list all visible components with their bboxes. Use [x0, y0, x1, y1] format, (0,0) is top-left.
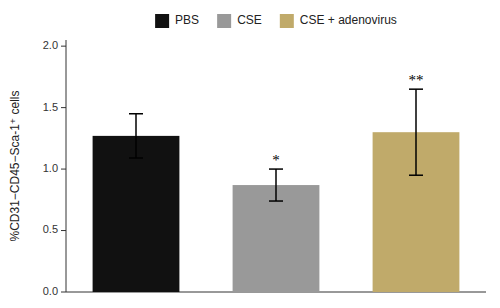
annotation: ** [409, 72, 424, 88]
y-tick-label: 0.0 [43, 285, 58, 297]
y-axis-line [66, 40, 67, 292]
error-line [275, 169, 277, 201]
y-tick-label: 1.5 [43, 101, 58, 113]
error-cap [409, 88, 423, 90]
legend-swatch [217, 14, 231, 28]
error-bar [129, 114, 143, 158]
error-line [135, 114, 137, 158]
y-tick [61, 46, 66, 47]
chart: 0.00.51.01.52.0%CD31−CD45−Sca-1⁺ cells**… [0, 0, 500, 308]
legend: PBS CSE CSE + adenovirus [155, 13, 397, 28]
legend-label: CSE + adenovirus [300, 13, 397, 27]
legend-label: PBS [175, 13, 199, 27]
legend-label: CSE [237, 13, 262, 27]
legend-swatch [280, 14, 294, 28]
y-tick-label: 0.5 [43, 223, 58, 235]
error-bar [269, 169, 283, 201]
error-cap [129, 157, 143, 159]
legend-swatch [155, 14, 169, 28]
bar [93, 136, 180, 292]
y-axis-label: %CD31−CD45−Sca-1⁺ cells [8, 90, 22, 241]
y-axis: 0.0 0.5 1.0 1.5 2.0 [43, 39, 66, 297]
error-bar [409, 89, 423, 175]
y-tick-label: 2.0 [43, 39, 58, 51]
error-cap [409, 174, 423, 176]
bars [93, 89, 460, 292]
bar [233, 185, 320, 292]
error-cap [129, 113, 143, 115]
error-line [415, 89, 417, 175]
y-tick-label: 1.0 [43, 162, 58, 174]
annotation: * [272, 152, 280, 168]
y-tick [61, 107, 66, 108]
error-cap [269, 200, 283, 202]
y-tick [61, 169, 66, 170]
error-cap [269, 168, 283, 170]
y-tick [61, 292, 66, 293]
y-tick [61, 230, 66, 231]
